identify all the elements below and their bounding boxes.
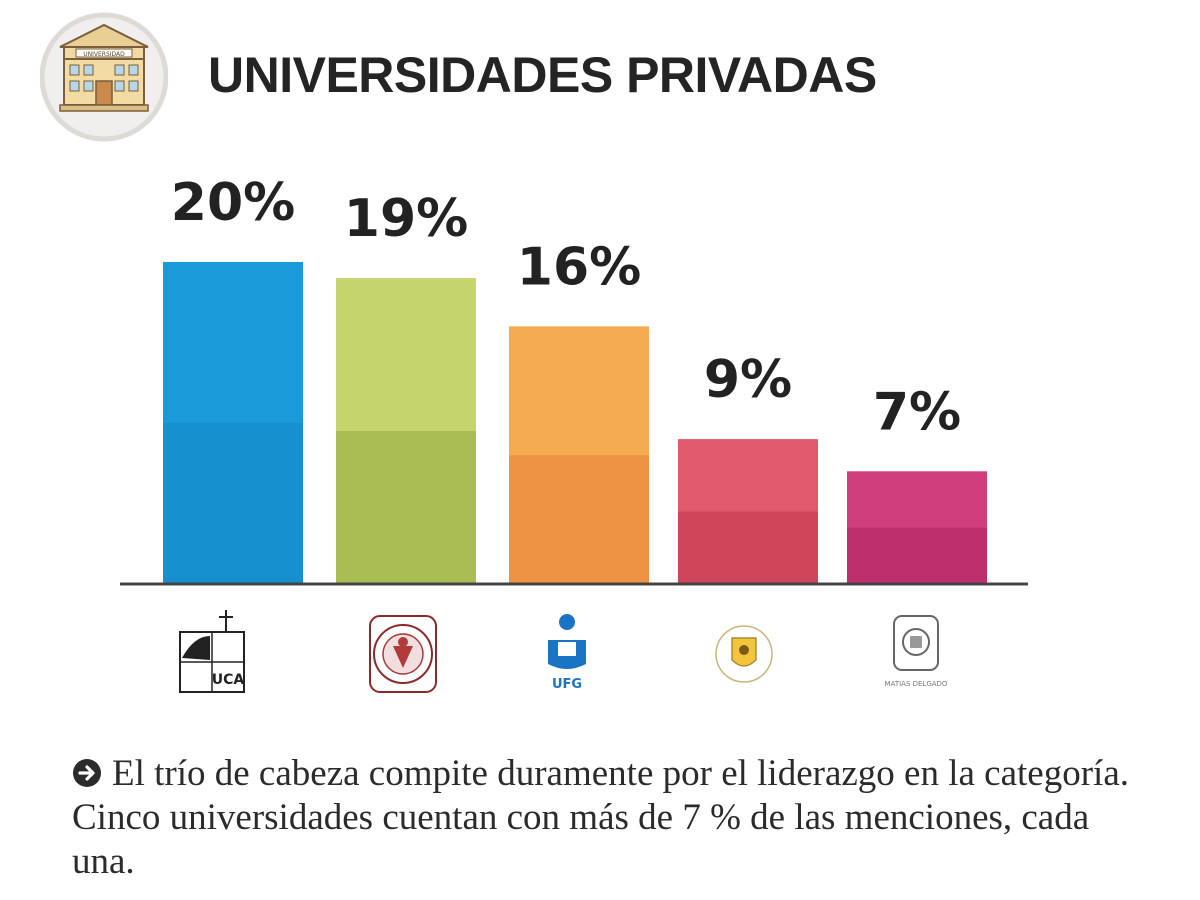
logo-ufg: UFG bbox=[530, 606, 620, 696]
bar-3-value-label: 16% bbox=[517, 237, 641, 297]
page-title: UNIVERSIDADES PRIVADAS bbox=[208, 47, 877, 103]
logo-red-seal bbox=[362, 606, 452, 696]
uca-logo-icon: UCA bbox=[179, 610, 245, 693]
bar-1-lower bbox=[163, 423, 303, 584]
caption-text: El trío de cabeza compite duramente por … bbox=[72, 753, 1129, 882]
red-seal-logo-icon bbox=[369, 615, 437, 693]
logo-yellow-shield bbox=[710, 606, 800, 696]
bar-4-lower bbox=[678, 511, 818, 584]
bar-5-value-label: 7% bbox=[873, 382, 961, 442]
bar-2-lower bbox=[336, 431, 476, 584]
ufg-logo-text: UFG bbox=[552, 677, 582, 692]
badge-sign-text: UNIVERSIDAD bbox=[83, 51, 125, 58]
bars-layer: 20% 19% 16% 9% 7% bbox=[163, 173, 987, 584]
bar-1: 20% bbox=[163, 173, 303, 584]
ufg-logo-icon: UFG bbox=[548, 614, 586, 692]
caption: El trío de cabeza compite duramente por … bbox=[72, 752, 1152, 884]
bar-2-value-label: 19% bbox=[344, 189, 468, 249]
bar-5: 7% bbox=[847, 382, 987, 584]
logo-uca: UCA bbox=[174, 606, 264, 696]
bar-4: 9% bbox=[678, 350, 818, 584]
gray-shield-logo-text: MATIAS DELGADO bbox=[885, 680, 948, 688]
university-building-icon: UNIVERSIDAD bbox=[39, 12, 169, 142]
bar-3: 16% bbox=[509, 237, 649, 584]
uca-logo-text: UCA bbox=[212, 672, 245, 688]
bar-5-lower bbox=[847, 527, 987, 584]
bar-2: 19% bbox=[336, 189, 476, 584]
university-badge: UNIVERSIDAD bbox=[39, 3, 169, 151]
bar-3-lower bbox=[509, 455, 649, 584]
bar-4-value-label: 9% bbox=[704, 350, 792, 410]
gray-shield-logo-icon: MATIAS DELGADO bbox=[885, 615, 948, 688]
yellow-shield-logo-icon bbox=[715, 625, 773, 683]
arrow-circle-icon bbox=[73, 759, 101, 787]
bar-1-value-label: 20% bbox=[171, 173, 295, 233]
logo-gray-shield: MATIAS DELGADO bbox=[872, 606, 962, 696]
